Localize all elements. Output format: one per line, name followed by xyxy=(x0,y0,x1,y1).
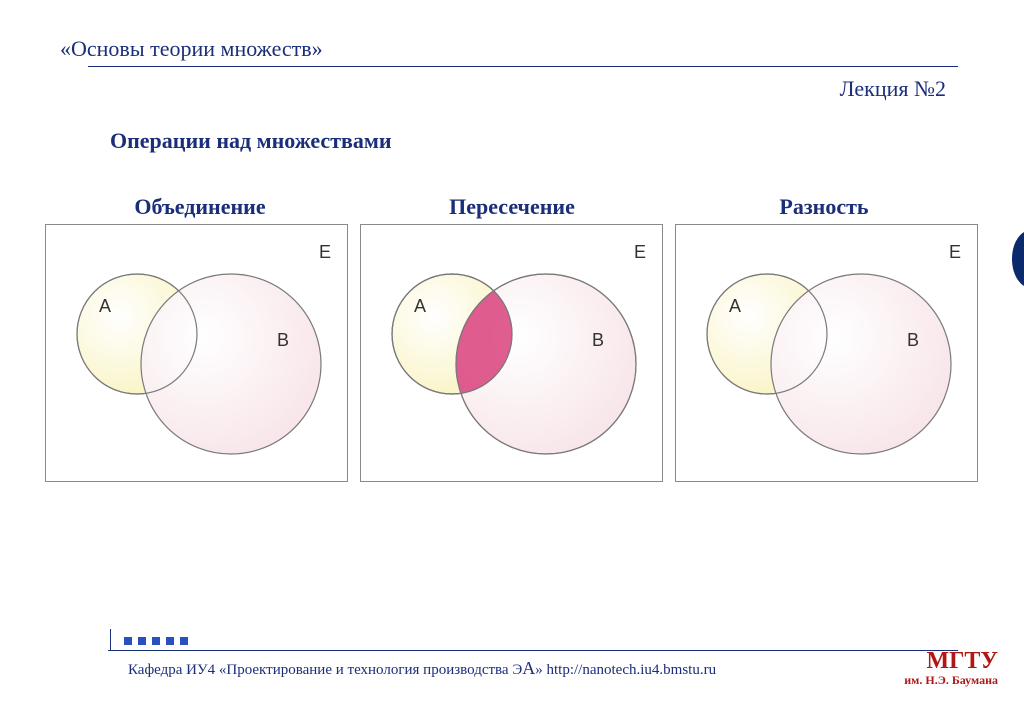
op-label-difference: Разность xyxy=(674,194,974,220)
footer-dept-tail: » xyxy=(535,662,546,678)
venn-panel: E A B xyxy=(45,224,348,482)
operation-labels-row: Объединение Пересечение Разность xyxy=(50,194,974,220)
footer-text: Кафедра ИУ4 «Проектирование и технология… xyxy=(128,658,716,679)
label-e: E xyxy=(319,242,331,262)
right-decor-curve xyxy=(984,0,1024,420)
logo-sub: им. Н.Э. Баумана xyxy=(904,674,998,687)
footer-url: http://nanotech.iu4.bmstu.ru xyxy=(547,662,717,678)
label-b: B xyxy=(277,330,289,350)
label-e: E xyxy=(949,242,961,262)
footer-dept-accent: А xyxy=(522,658,535,678)
diagrams-row: E A B E A B E A B xyxy=(45,224,978,482)
label-a: A xyxy=(729,296,741,316)
section-title: Операции над множествами xyxy=(110,128,392,154)
op-label-union: Объединение xyxy=(50,194,350,220)
footer-dot xyxy=(138,637,146,645)
footer-tick xyxy=(110,629,111,651)
venn-panel: E A B xyxy=(360,224,663,482)
venn-panel: E A B xyxy=(675,224,978,482)
header-divider xyxy=(88,66,958,67)
footer-dot xyxy=(166,637,174,645)
label-b: B xyxy=(592,330,604,350)
footer-dots xyxy=(124,637,188,645)
course-title: «Основы теории множеств» xyxy=(60,36,323,62)
footer-dot xyxy=(124,637,132,645)
footer-divider xyxy=(108,650,958,651)
slide: «Основы теории множеств» Лекция №2 Опера… xyxy=(0,0,1024,709)
op-label-intersection: Пересечение xyxy=(362,194,662,220)
footer-dot xyxy=(180,637,188,645)
label-b: B xyxy=(907,330,919,350)
right-decor-bump xyxy=(1004,232,1024,286)
set-b-circle xyxy=(771,274,951,454)
footer-dept: Кафедра ИУ4 «Проектирование и технология… xyxy=(128,662,522,678)
label-a: A xyxy=(414,296,426,316)
logo-main: МГТУ xyxy=(904,649,998,674)
label-a: A xyxy=(99,296,111,316)
footer-dot xyxy=(152,637,160,645)
label-e: E xyxy=(634,242,646,262)
logo-block: МГТУ им. Н.Э. Баумана xyxy=(904,649,998,687)
lecture-number: Лекция №2 xyxy=(840,76,946,102)
set-b-circle xyxy=(141,274,321,454)
